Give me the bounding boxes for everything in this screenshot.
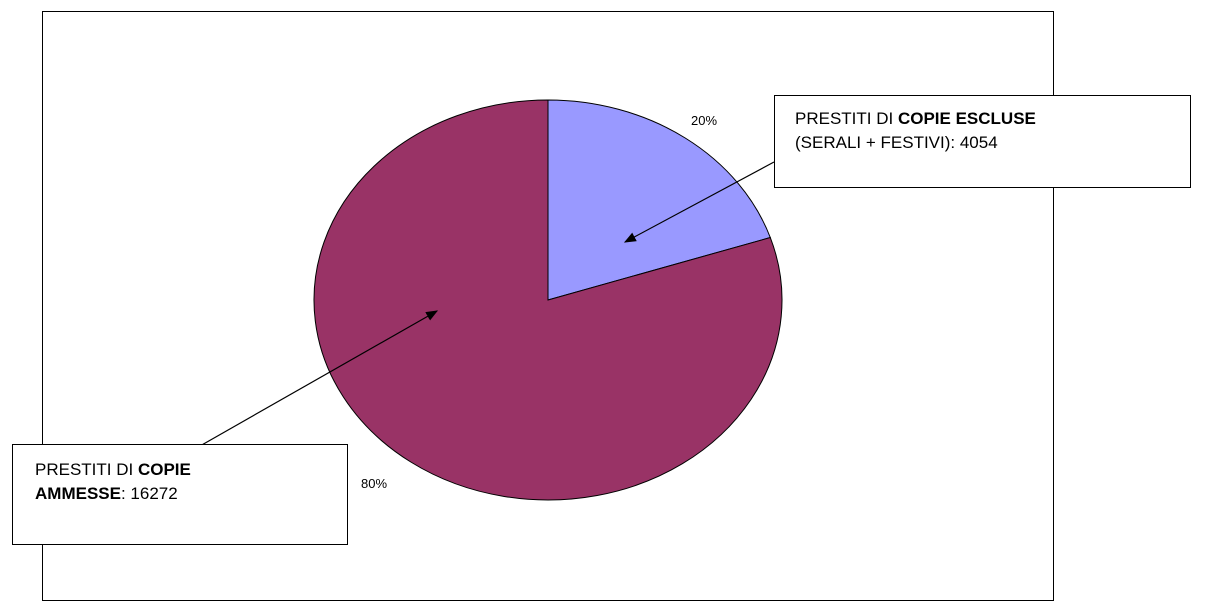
pie-chart [199,99,783,501]
callout-excluded: PRESTITI DI COPIE ESCLUSE (SERALI + FEST… [774,95,1191,188]
arrow-admitted [199,310,439,447]
callout-excluded-prefix: PRESTITI DI [795,109,898,128]
pct-label-admitted: 80% [361,476,388,491]
callout-admitted-bold1: COPIE [137,460,191,479]
pct-label-excluded: 20% [691,113,718,128]
callout-admitted: PRESTITI DI COPIE AMMESSE: 16272 [12,444,348,545]
callout-admitted-prefix: PRESTITI DI [35,460,138,479]
callout-admitted-bold2: AMMESSE [35,484,121,503]
callout-excluded-line2: (SERALI + FESTIVI): 4054 [795,133,998,152]
arrow-excluded [623,161,775,243]
pie-slice-admitted [313,99,783,501]
pie-slice-excluded [547,99,771,301]
callout-admitted-suffix: : 16272 [120,484,178,503]
callout-excluded-bold: COPIE ESCLUSE [897,109,1036,128]
